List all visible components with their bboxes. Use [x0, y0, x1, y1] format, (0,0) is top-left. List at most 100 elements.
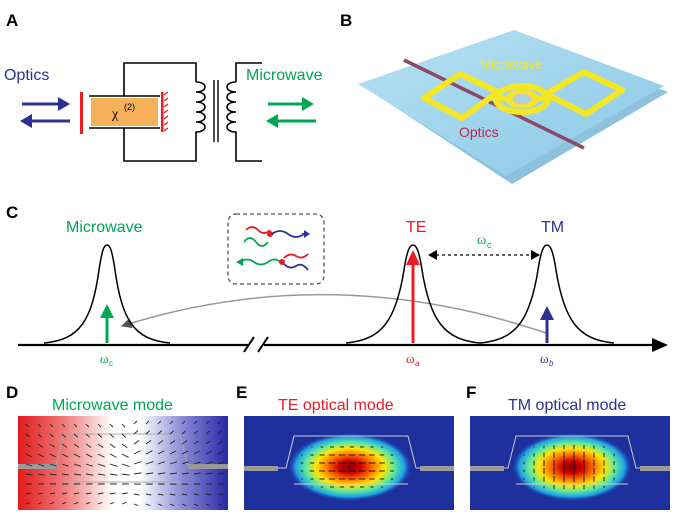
field-vector — [61, 423, 66, 428]
field-vector — [217, 472, 225, 475]
field-vector — [37, 502, 43, 505]
te-resonance-peak — [345, 244, 481, 344]
coupling-curve-arrow — [120, 293, 547, 334]
field-vector — [193, 461, 201, 465]
field-vector — [181, 493, 188, 496]
field-vector — [49, 492, 56, 495]
field-vector — [121, 501, 127, 505]
electrode-left-f — [470, 466, 504, 471]
panel-letter-e: E — [236, 383, 247, 402]
field-vector — [193, 493, 200, 496]
field-vector — [193, 430, 198, 435]
microwave-mode-title: Microwave mode — [52, 397, 173, 414]
field-vector — [181, 420, 186, 425]
field-vector — [25, 433, 30, 438]
field-vector — [169, 430, 175, 435]
field-vector — [121, 463, 130, 467]
field-vector — [25, 473, 33, 476]
field-vector — [169, 493, 176, 496]
field-vector — [133, 430, 139, 435]
microwave-field-map — [18, 416, 228, 510]
field-vector — [193, 420, 198, 425]
capacitor-plate-hatched — [161, 91, 169, 132]
field-vector — [37, 473, 45, 476]
field-vector — [97, 473, 106, 476]
field-vector — [97, 501, 103, 505]
field-vector — [37, 453, 44, 458]
field-vector — [85, 473, 94, 476]
field-vector — [73, 463, 82, 467]
field-vector — [145, 420, 150, 425]
axis-label-omega-c-sub: c — [109, 359, 113, 368]
electrode-right-e — [420, 466, 454, 471]
field-vector — [37, 492, 44, 495]
field-vector — [181, 503, 187, 506]
field-vector — [85, 463, 94, 467]
field-vector — [25, 453, 32, 458]
panel-letter-a: A — [6, 11, 18, 30]
field-vector — [25, 443, 31, 448]
panel-d: D Microwave mode — [6, 383, 228, 510]
optical-waveguide — [403, 58, 585, 150]
field-vector — [169, 420, 174, 425]
spacing-omega: ω — [477, 233, 486, 248]
field-vector — [181, 450, 189, 455]
field-vector — [109, 423, 114, 428]
field-vector — [205, 430, 210, 435]
field-vector — [145, 493, 152, 496]
field-vector — [193, 503, 199, 506]
field-vector — [121, 492, 128, 495]
field-vector — [133, 440, 140, 445]
axis-label-omega-c: ω — [100, 351, 109, 366]
field-vector — [181, 440, 188, 445]
microwave-arrows — [266, 97, 316, 128]
mirror-left — [80, 92, 83, 134]
field-vector — [133, 461, 142, 465]
panel-b: B Microwave Optics — [340, 11, 668, 184]
te-pump-arrow — [406, 250, 420, 343]
field-vector — [157, 503, 163, 507]
field-vector — [49, 443, 55, 448]
field-vector — [193, 450, 201, 455]
field-vector — [133, 493, 140, 496]
field-vector — [157, 430, 163, 435]
field-vector — [61, 433, 67, 438]
field-vector — [169, 440, 176, 445]
field-vector — [61, 463, 69, 467]
field-vector — [25, 492, 32, 495]
axis-label-omega-a-sub: a — [415, 359, 420, 368]
field-vector — [97, 423, 102, 428]
field-vector — [109, 492, 116, 495]
field-vector — [97, 463, 106, 467]
te-mode-profile — [288, 433, 412, 501]
field-vector — [73, 423, 78, 428]
field-vector — [61, 443, 68, 448]
field-vector — [49, 453, 57, 458]
tm-mode-title: TM optical mode — [508, 397, 626, 414]
electrode-left-e — [244, 466, 278, 471]
field-vector — [61, 502, 67, 505]
field-vector — [121, 453, 129, 458]
field-vector — [121, 423, 126, 428]
field-vector — [109, 501, 115, 505]
field-vector — [109, 453, 117, 458]
panel-letter-b: B — [340, 11, 352, 30]
field-vector — [205, 440, 211, 445]
field-vector — [205, 450, 212, 455]
field-vector — [73, 492, 80, 495]
axis-label-omega-b: ω — [540, 351, 549, 366]
field-vector — [193, 472, 201, 475]
field-vector — [217, 420, 222, 425]
field-vector — [133, 472, 142, 475]
field-vector — [157, 493, 164, 496]
field-vector — [217, 430, 222, 435]
field-vector — [25, 463, 33, 467]
chi2-label: χ — [111, 107, 119, 122]
field-vector — [61, 453, 69, 458]
microwave-mode-arrow — [100, 304, 114, 343]
tm-resonance-peak — [479, 244, 615, 344]
field-vector — [85, 423, 90, 428]
panel-letter-c: C — [6, 203, 18, 222]
field-vector — [145, 430, 151, 435]
field-vector — [205, 493, 212, 496]
